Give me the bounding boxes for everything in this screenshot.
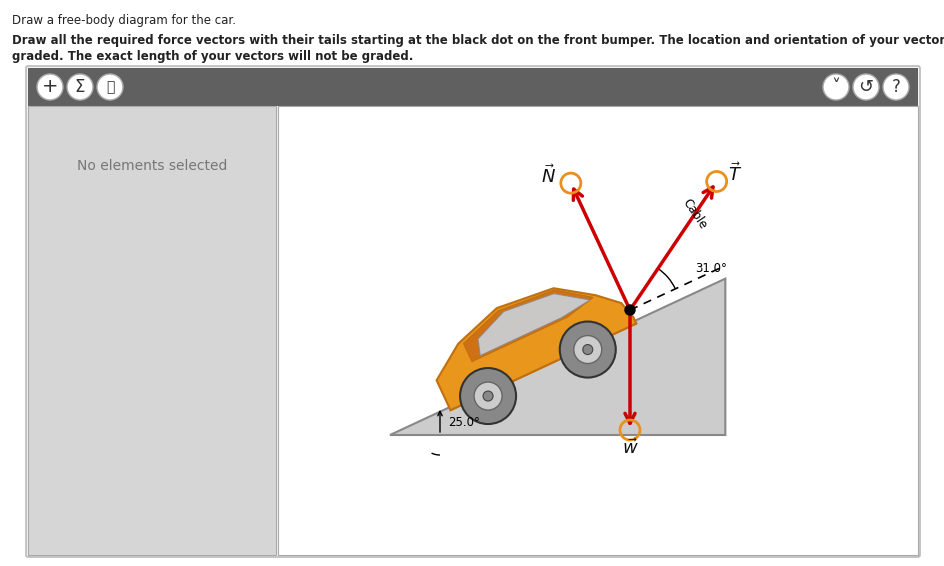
Circle shape [573, 336, 601, 363]
Text: 🗑: 🗑 [106, 80, 114, 94]
Text: 25.0°: 25.0° [447, 417, 480, 430]
Circle shape [474, 382, 501, 410]
Circle shape [624, 305, 634, 315]
Polygon shape [464, 290, 593, 362]
Text: $\vec{T}$: $\vec{T}$ [727, 162, 741, 185]
Polygon shape [390, 278, 725, 435]
Circle shape [882, 74, 908, 100]
Polygon shape [478, 294, 589, 355]
Text: graded. The exact length of your vectors will not be graded.: graded. The exact length of your vectors… [12, 50, 413, 63]
Text: +: + [42, 78, 59, 96]
Text: Cable: Cable [679, 196, 709, 231]
Circle shape [482, 391, 493, 401]
Circle shape [852, 74, 878, 100]
Text: $\vec{N}$: $\vec{N}$ [541, 164, 556, 187]
Circle shape [67, 74, 93, 100]
Text: 31.0°: 31.0° [694, 261, 726, 275]
Bar [28, 68, 917, 106]
Text: ˅: ˅ [831, 78, 839, 96]
Polygon shape [436, 288, 635, 410]
Circle shape [822, 74, 848, 100]
FancyBboxPatch shape [26, 66, 919, 557]
Bar [278, 106, 917, 555]
Text: $\vec{w}$: $\vec{w}$ [621, 438, 638, 458]
Circle shape [460, 368, 515, 424]
Text: Σ: Σ [75, 78, 85, 96]
Text: ↺: ↺ [857, 78, 872, 96]
Circle shape [582, 345, 592, 354]
Circle shape [37, 74, 63, 100]
Bar [28, 106, 276, 555]
Text: ?: ? [890, 78, 900, 96]
Circle shape [97, 74, 123, 100]
Circle shape [559, 321, 615, 378]
Text: Draw all the required force vectors with their tails starting at the black dot o: Draw all the required force vectors with… [12, 34, 944, 47]
Text: Draw a free-body diagram for the car.: Draw a free-body diagram for the car. [12, 14, 236, 27]
Text: No elements selected: No elements selected [76, 159, 227, 173]
